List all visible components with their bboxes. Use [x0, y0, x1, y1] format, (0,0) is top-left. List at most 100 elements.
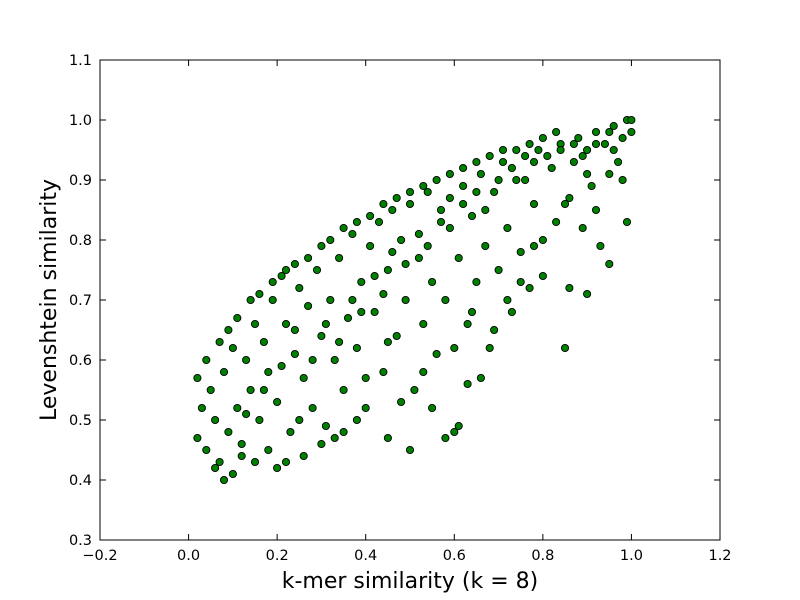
y-tick-label: 1.0	[69, 113, 92, 129]
scatter-point	[290, 325, 299, 335]
scatter-point	[405, 199, 415, 209]
scatter-point	[419, 319, 428, 329]
scatter-point	[574, 133, 583, 143]
scatter-point	[352, 217, 361, 227]
scatter-point	[521, 151, 530, 161]
scatter-point	[432, 175, 441, 185]
y-tick-label: 0.7	[69, 293, 92, 309]
scatter-point	[264, 367, 273, 377]
scatter-point	[441, 433, 450, 443]
scatter-point	[237, 451, 246, 461]
scatter-point	[565, 193, 574, 203]
scatter-point	[335, 337, 344, 347]
scatter-point	[622, 217, 632, 227]
scatter-point	[605, 169, 614, 179]
scatter-point	[193, 373, 202, 383]
y-tick-label: 0.4	[69, 473, 92, 489]
scatter-point	[242, 409, 251, 419]
scatter-point	[366, 241, 375, 251]
scatter-point	[348, 229, 357, 239]
scatter-point	[224, 427, 233, 437]
scatter-point	[202, 355, 211, 365]
x-tick-label: 0.2	[266, 548, 289, 564]
scatter-point	[211, 415, 220, 425]
scatter-point	[255, 289, 264, 299]
axis-ticks	[99, 59, 721, 541]
scatter-point	[614, 157, 623, 167]
scatter-point	[578, 223, 587, 233]
scatter-point	[538, 133, 547, 143]
scatter-point	[600, 139, 609, 149]
scatter-point	[295, 415, 304, 425]
scatter-point	[419, 367, 428, 377]
y-tick-label: 0.8	[69, 233, 92, 249]
scatter-point	[569, 157, 578, 167]
scatter-point	[512, 175, 521, 185]
scatter-point	[529, 199, 539, 209]
scatter-point	[397, 397, 406, 407]
scatter-point	[383, 433, 392, 443]
scatter-point	[326, 235, 335, 245]
scatter-point	[308, 403, 317, 413]
scatter-point	[348, 295, 357, 305]
x-axis-title: k-mer similarity (k = 8)	[282, 569, 539, 594]
scatter-point	[405, 445, 415, 455]
scatter-point	[211, 463, 220, 473]
scatter-point	[206, 385, 215, 395]
scatter-point	[339, 427, 348, 437]
scatter-point	[428, 403, 437, 413]
scatter-point	[224, 325, 233, 335]
scatter-point	[605, 259, 614, 269]
scatter-point	[304, 253, 313, 263]
y-tick-label: 0.5	[69, 413, 92, 429]
scatter-point	[259, 337, 268, 347]
scatter-point	[383, 337, 392, 347]
scatter-point	[463, 379, 472, 389]
scatter-point	[467, 307, 477, 317]
scatter-point	[405, 187, 415, 197]
scatter-point	[538, 271, 547, 281]
scatter-point	[317, 439, 326, 449]
scatter-point	[197, 403, 206, 413]
scatter-point	[419, 181, 428, 191]
scatter-point	[609, 145, 618, 155]
scatter-point	[392, 193, 401, 203]
x-tick-label: −0.2	[82, 548, 117, 564]
scatter-point	[304, 301, 313, 311]
x-tick-label: 0.6	[443, 548, 466, 564]
scatter-point	[591, 205, 601, 215]
scatter-point	[627, 127, 636, 137]
scatter-point	[507, 307, 516, 317]
plot-frame	[99, 59, 721, 541]
scatter-point	[472, 187, 481, 197]
axis-tick-labels: −0.2 0.0 0.2 0.4 0.6 0.8 1.0 1.2 0.3 0.4 0.5 0.6 0.7…	[69, 53, 732, 564]
scatter-point	[609, 121, 618, 131]
scatter-point	[193, 433, 202, 443]
scatter-point	[596, 241, 605, 251]
scatter-point	[290, 259, 299, 269]
scatter-point	[538, 235, 547, 245]
scatter-point	[529, 157, 539, 167]
scatter-point	[357, 307, 366, 317]
scatter-point	[268, 277, 277, 287]
scatter-point	[476, 169, 485, 179]
scatter-point	[366, 211, 375, 221]
scatter-point	[339, 385, 348, 395]
scatter-point	[463, 319, 472, 329]
scatter-point	[277, 271, 286, 281]
scatter-point	[357, 277, 366, 287]
scatter-point	[485, 343, 494, 353]
scatter-point	[255, 415, 264, 425]
scatter-point	[560, 343, 570, 353]
x-tick-label: 0.8	[531, 548, 554, 564]
scatter-point	[237, 439, 246, 449]
y-axis-title: Levenshtein similarity	[37, 179, 62, 421]
scatter-point	[498, 157, 508, 167]
scatter-point	[516, 247, 525, 257]
scatter-point	[299, 451, 308, 461]
scatter-point	[250, 457, 260, 467]
scatter-point	[552, 217, 561, 227]
scatter-point	[414, 253, 423, 263]
scatter-point	[529, 241, 539, 251]
